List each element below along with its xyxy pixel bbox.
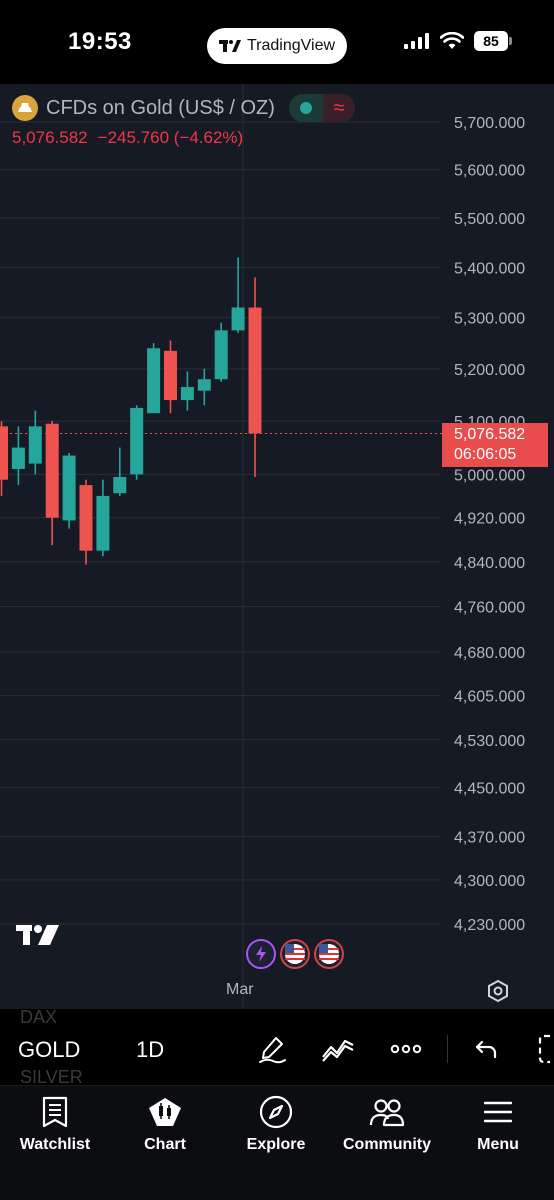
y-tick-label: 4,300.000	[454, 873, 525, 890]
tab-community[interactable]: Community	[332, 1094, 442, 1154]
y-tick-label: 4,760.000	[454, 600, 525, 617]
y-tick-label: 4,230.000	[454, 917, 525, 934]
tab-menu[interactable]: Menu	[443, 1094, 553, 1154]
tab-watchlist-label: Watchlist	[19, 1136, 91, 1153]
y-tick-label: 4,450.000	[454, 781, 525, 798]
economic-events[interactable]	[246, 939, 348, 969]
symbol-prev[interactable]: DAX	[20, 1009, 58, 1027]
candle-body	[79, 485, 93, 551]
symbol-title: CFDs on Gold (US$ / OZ)	[46, 96, 275, 119]
undo-button[interactable]	[468, 1031, 504, 1067]
status-icons: 85	[404, 31, 512, 51]
symbol-next[interactable]: SILVER	[20, 1067, 83, 1085]
community-icon	[369, 1099, 405, 1127]
y-tick-label: 5,000.000	[454, 467, 525, 484]
date-axis-label: Mar	[226, 981, 254, 998]
pen-icon	[259, 1037, 286, 1064]
tab-explore-label: Explore	[246, 1136, 306, 1153]
undo-icon	[475, 1040, 497, 1059]
market-open-icon	[288, 94, 323, 122]
candle-body	[248, 307, 262, 434]
more-button[interactable]	[388, 1031, 424, 1067]
status-bar: 19:53 TradingView 85	[0, 0, 554, 84]
candle-body	[45, 423, 59, 518]
candle-body	[113, 477, 127, 494]
fullscreen-button[interactable]	[528, 1031, 554, 1067]
interval-selector[interactable]: 1D	[136, 1037, 165, 1062]
tab-chart-label: Chart	[144, 1136, 186, 1153]
toolbar-divider	[447, 1035, 448, 1063]
compass-icon	[259, 1095, 293, 1129]
y-tick-label: 4,370.000	[454, 829, 525, 846]
candle-body	[180, 387, 194, 401]
drawing-tool-button[interactable]	[254, 1031, 290, 1067]
y-tick-label: 4,605.000	[454, 689, 525, 706]
y-tick-label: 4,920.000	[454, 511, 525, 528]
app-pill[interactable]: TradingView	[207, 28, 347, 64]
candle-body	[130, 407, 144, 475]
indicators-button[interactable]	[320, 1031, 356, 1067]
chart-toolbar: DAX GOLD SILVER 1D	[0, 1009, 554, 1085]
y-tick-label: 5,400.000	[454, 260, 525, 277]
chart-icon	[149, 1098, 181, 1126]
signal-icon	[404, 33, 429, 49]
menu-icon	[484, 1101, 512, 1123]
indicators-icon	[322, 1039, 354, 1062]
tab-menu-label: Menu	[477, 1136, 519, 1153]
tradingview-logo-icon	[218, 40, 241, 52]
tab-explore[interactable]: Explore	[221, 1094, 331, 1154]
y-tick-label: 5,300.000	[454, 311, 525, 328]
current-price-tag: 5,076.582 06:06:05	[442, 423, 548, 467]
y-tick-label: 5,600.000	[454, 163, 525, 180]
gold-symbol-icon	[12, 95, 38, 121]
status-time: 19:53	[68, 28, 132, 55]
tab-chart[interactable]: Chart	[110, 1094, 220, 1154]
candle-body	[28, 426, 42, 464]
y-tick-label: 4,840.000	[454, 555, 525, 572]
battery-indicator: 85	[474, 31, 512, 51]
wifi-icon	[440, 32, 464, 49]
us-flag-event-icon[interactable]	[280, 939, 310, 969]
tab-community-label: Community	[343, 1136, 431, 1153]
candle-body	[96, 495, 110, 551]
tradingview-watermark-icon	[16, 925, 59, 945]
chart-area[interactable]: 5,700.000 5,600.000 5,500.000 5,400.000 5,30…	[0, 84, 554, 1009]
candle-body	[62, 455, 76, 521]
current-price-value: 5,076.582	[454, 426, 526, 443]
legend-price: 5,076.582	[12, 128, 88, 147]
y-tick-label: 5,700.000	[454, 115, 525, 132]
y-tick-label: 5,200.000	[454, 362, 525, 379]
candle-body	[214, 330, 228, 380]
app-pill-label: TradingView	[246, 37, 336, 54]
legend-change: −245.760 (−4.62%)	[97, 128, 244, 147]
market-status-badges[interactable]: ≈	[288, 94, 355, 122]
y-tick-label: 4,680.000	[454, 645, 525, 662]
tab-watchlist[interactable]: Watchlist	[0, 1094, 110, 1154]
flash-event-icon[interactable]	[246, 939, 276, 969]
delayed-data-icon: ≈	[322, 94, 355, 122]
y-tick-label: 5,500.000	[454, 211, 525, 228]
candle-body	[11, 447, 25, 469]
candle-body	[0, 426, 8, 480]
time-axis[interactable]: Mar	[0, 925, 554, 1009]
candle-body	[197, 379, 211, 391]
candlestick-chart[interactable]: 5,700.000 5,600.000 5,500.000 5,400.000 5,30…	[0, 84, 554, 1009]
candle-body	[164, 350, 177, 401]
us-flag-event-icon-2[interactable]	[314, 939, 344, 969]
chart-settings-icon[interactable]	[486, 979, 510, 1003]
chart-legend[interactable]: CFDs on Gold (US$ / OZ) ≈ 5,076.582 −245…	[12, 94, 355, 148]
watchlist-icon	[42, 1096, 68, 1128]
more-dots-icon	[390, 1044, 422, 1054]
fullscreen-icon	[538, 1034, 550, 1064]
symbol-current[interactable]: GOLD	[18, 1037, 81, 1062]
bar-countdown: 06:06:05	[454, 446, 517, 463]
candle-body	[147, 348, 161, 414]
bottom-tab-bar: Watchlist Chart Explore	[0, 1085, 554, 1200]
candle-body	[231, 307, 245, 331]
y-tick-label: 4,530.000	[454, 733, 525, 750]
